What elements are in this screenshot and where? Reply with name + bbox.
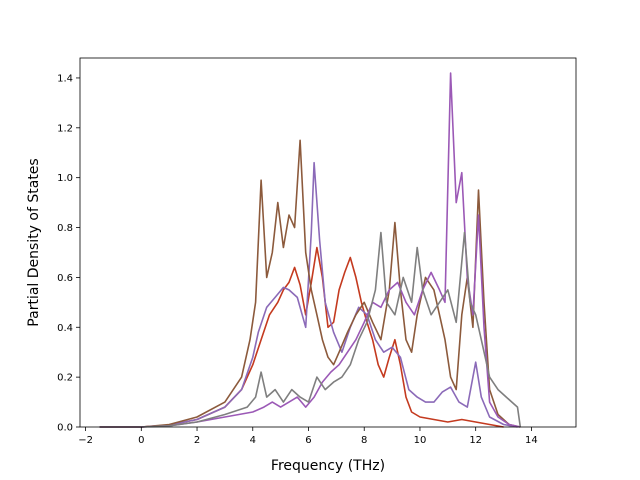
y-tick-label: 1.4: [57, 73, 73, 84]
y-axis-ticks: 0.0 0.2 0.4 0.6 0.8 1.0 1.2 1.4: [57, 73, 80, 434]
x-tick-label: 10: [414, 435, 427, 446]
axes-frame: [79, 57, 577, 428]
x-axis-ticks: −2 0 2 4 6 8 10 12 14: [78, 427, 538, 446]
x-tick-label: 0: [138, 435, 144, 446]
x-tick-label: 2: [194, 435, 200, 446]
pdos-series-line-2: [99, 161, 518, 428]
y-tick-label: 1.0: [57, 173, 73, 184]
y-tick-label: 0.2: [57, 373, 73, 384]
pdos-series-line-3: [99, 139, 521, 428]
plot-area: [99, 72, 522, 428]
pdos-series-line-1: [99, 246, 504, 428]
x-tick-label: 14: [525, 435, 538, 446]
x-tick-label: 8: [361, 435, 367, 446]
y-tick-label: 0.8: [57, 223, 73, 234]
y-axis-label: Partial Density of States: [26, 158, 42, 326]
y-tick-label: 1.2: [57, 123, 73, 134]
y-tick-label: 0.6: [57, 273, 73, 284]
y-tick-label: 0.4: [57, 323, 73, 334]
y-tick-label: 0.0: [57, 423, 73, 434]
x-tick-label: 4: [250, 435, 256, 446]
pdos-series-line-5: [99, 231, 522, 428]
x-tick-label: −2: [78, 435, 93, 446]
x-axis-label: Frequency (THz): [271, 458, 385, 474]
x-tick-label: 12: [469, 435, 482, 446]
x-tick-label: 6: [305, 435, 311, 446]
